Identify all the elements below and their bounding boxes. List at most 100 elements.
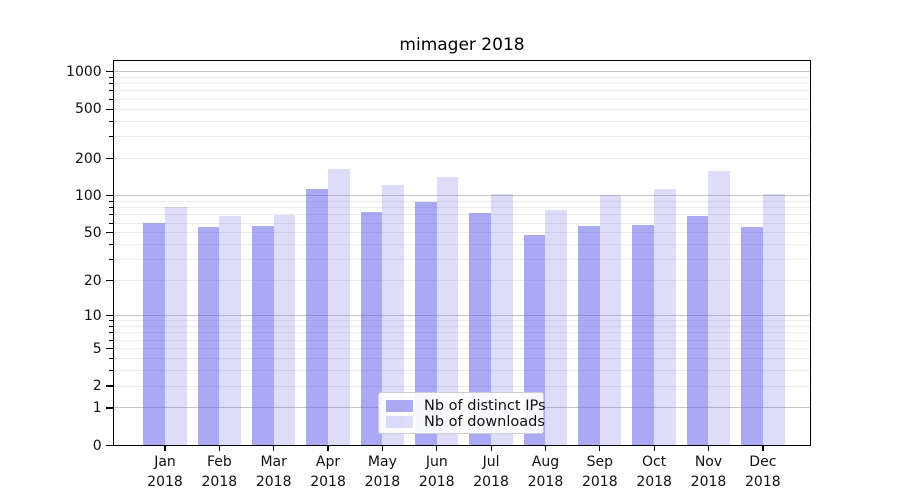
y-minor-tick (109, 76, 113, 78)
x-tick-label: Jun 2018 (405, 452, 469, 492)
y-tick-label: 2 (92, 378, 102, 395)
y-tick-label: 100 (74, 187, 102, 204)
legend-item: Nb of downloads (379, 414, 545, 431)
x-tick-label: Sep 2018 (568, 452, 632, 492)
x-tick (599, 445, 601, 451)
bar-distinct-ips (251, 225, 274, 446)
x-tick-year: 2018 (745, 473, 781, 490)
x-tick-year: 2018 (364, 473, 401, 490)
x-tick-year: 2018 (310, 473, 346, 490)
y-tick (105, 108, 113, 110)
y-minor-tick (109, 83, 113, 85)
minor-gridline (112, 320, 811, 322)
minor-gridline (112, 158, 811, 160)
x-tick-year: 2018 (581, 473, 618, 490)
x-tick-month: Sep (586, 453, 613, 470)
x-tick-year: 2018 (527, 473, 564, 490)
y-minor-tick (109, 339, 113, 341)
x-tick-label: Dec 2018 (731, 452, 795, 492)
y-minor-tick (109, 136, 113, 138)
x-tick-month: Aug (531, 453, 560, 470)
legend-swatch (386, 416, 413, 429)
minor-gridline (112, 357, 811, 359)
y-tick-label: 10 (83, 307, 102, 324)
bar-distinct-ips (306, 189, 329, 446)
x-tick-year: 2018 (690, 473, 727, 490)
minor-gridline (112, 222, 811, 224)
legend-item: Nb of distinct IPs (379, 397, 546, 415)
minor-gridline (112, 332, 811, 334)
minor-gridline (112, 348, 811, 350)
y-minor-tick (109, 200, 113, 202)
bar-distinct-ips (197, 226, 220, 446)
x-tick-month: Jun (425, 453, 448, 470)
y-tick (105, 407, 113, 409)
x-tick (273, 445, 275, 451)
minor-gridline (112, 90, 811, 92)
x-tick (436, 445, 438, 451)
plot-area (112, 59, 811, 446)
y-minor-tick (109, 90, 113, 92)
minor-gridline (112, 214, 811, 216)
legend-swatch (386, 399, 413, 412)
x-tick-year: 2018 (147, 473, 183, 490)
y-tick (105, 71, 113, 73)
legend-label: Nb of distinct IPs (424, 397, 546, 414)
minor-gridline (112, 136, 811, 138)
y-minor-tick (109, 320, 113, 322)
minor-gridline (112, 108, 811, 110)
y-minor-tick (109, 244, 113, 246)
y-minor-tick (109, 369, 113, 371)
legend-items: Nb of distinct IPs Nb of downloads (379, 397, 546, 431)
y-minor-tick (109, 332, 113, 334)
legend-label: Nb of downloads (424, 414, 545, 431)
bar-distinct-ips (578, 225, 600, 446)
y-tick-label: 20 (83, 272, 102, 289)
bar-distinct-ips (360, 211, 383, 446)
bar-distinct-ips (143, 223, 165, 446)
x-tick-label: Apr 2018 (296, 452, 360, 492)
y-tick (105, 444, 113, 447)
x-tick-month: Nov (694, 453, 723, 470)
x-tick-label: Aug 2018 (513, 452, 577, 492)
y-minor-tick (109, 222, 113, 224)
y-minor-tick (109, 357, 113, 359)
y-tick (105, 232, 113, 234)
y-minor-tick (109, 207, 113, 209)
major-gridline (112, 315, 811, 317)
minor-gridline (112, 200, 811, 202)
minor-gridline (112, 280, 811, 282)
y-minor-tick (109, 259, 113, 261)
x-tick (762, 445, 764, 451)
x-tick (381, 445, 384, 451)
minor-gridline (112, 385, 811, 387)
y-minor-tick (109, 98, 113, 100)
x-tick-year: 2018 (636, 473, 672, 490)
bar-downloads (654, 188, 676, 446)
x-tick-label: Jan 2018 (133, 452, 197, 492)
x-tick-label: May 2018 (350, 452, 414, 492)
y-tick (105, 385, 113, 387)
minor-gridline (112, 207, 811, 209)
x-tick-label: Oct 2018 (622, 452, 686, 492)
bar-distinct-ips (741, 226, 763, 446)
x-tick (164, 445, 166, 451)
bar-distinct-ips (469, 212, 492, 446)
x-tick-month: Jan (154, 453, 176, 470)
bar-downloads (762, 193, 785, 446)
legend: Nb of distinct IPs Nb of downloads (378, 391, 546, 434)
y-tick-label: 50 (83, 224, 102, 241)
x-tick-month: Dec (749, 453, 777, 470)
x-tick (218, 445, 221, 451)
major-gridline (112, 195, 811, 197)
y-tick (105, 195, 113, 197)
chart-title: mimager 2018 (399, 35, 525, 55)
bar-downloads (219, 216, 242, 446)
x-tick-year: 2018 (418, 473, 455, 490)
y-tick-label: 1 (92, 399, 102, 416)
x-tick (544, 445, 547, 451)
bar-downloads (382, 185, 405, 446)
x-tick-month: Apr (315, 453, 341, 470)
y-tick-label: 0 (92, 437, 102, 454)
y-minor-tick (109, 120, 113, 122)
